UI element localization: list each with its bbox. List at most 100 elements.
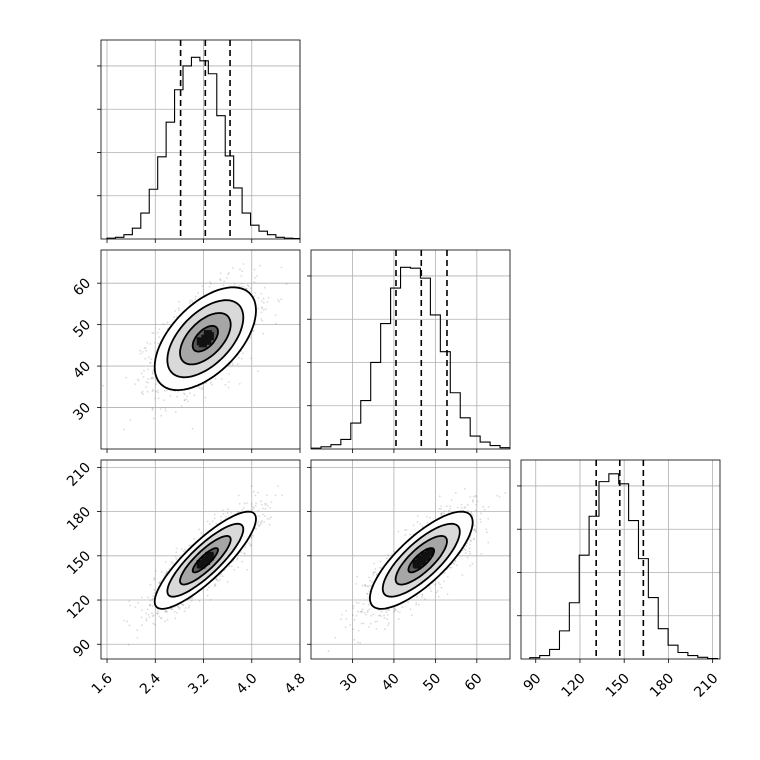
scatter-point (466, 542, 469, 545)
scatter-point (156, 332, 159, 334)
scatter-point (129, 604, 132, 607)
scatter-point (252, 330, 255, 332)
scatter-point (219, 272, 222, 275)
scatter-point (409, 533, 412, 536)
scatter-point (371, 581, 373, 584)
scatter-point (153, 578, 155, 581)
scatter-point (238, 284, 241, 287)
scatter-point (439, 507, 442, 510)
scatter-point (352, 614, 354, 617)
scatter-point (182, 604, 185, 606)
scatter-point (267, 296, 270, 299)
scatter-point (198, 600, 201, 602)
scatter-point (469, 564, 472, 567)
scatter-panel-p0-p1: 30 40 50 60 (70, 249, 301, 453)
scatter-point (469, 496, 472, 498)
scatter-point (206, 520, 209, 523)
scatter-point (368, 608, 371, 610)
contour-line (191, 547, 219, 574)
scatter-point (226, 511, 229, 514)
scatter-point (208, 523, 211, 525)
scatter-point (244, 546, 247, 549)
scatter-point (472, 495, 475, 498)
scatter-point (278, 300, 280, 303)
scatter-point (465, 545, 468, 547)
scatter-point (327, 650, 330, 653)
scatter-point (204, 396, 207, 399)
scatter-point (274, 494, 277, 497)
scatter-point (372, 572, 375, 574)
scatter-point (226, 508, 229, 511)
scatter-point (359, 642, 361, 644)
scatter-point (152, 332, 155, 334)
scatter-point (174, 411, 177, 413)
density-core-cell (205, 332, 214, 341)
scatter-point (386, 618, 389, 621)
xtick-label-p0: 4.0 (234, 671, 261, 698)
scatter-point (366, 585, 369, 588)
scatter-point (186, 395, 189, 398)
density-core-cell (198, 339, 207, 348)
scatter-point (189, 392, 191, 394)
scatter-point (152, 388, 154, 391)
panel-content (101, 460, 300, 659)
scatter-point (240, 282, 243, 285)
contour-line (368, 510, 474, 610)
scatter-point (429, 587, 431, 590)
scatter-point (440, 513, 442, 515)
scatter-point (394, 609, 396, 612)
density-core-cell (421, 552, 430, 561)
scatter-point (366, 611, 369, 614)
scatter-point (214, 377, 217, 380)
scatter-point (171, 562, 174, 565)
scatter-point (472, 538, 475, 540)
histogram-steps (529, 473, 719, 659)
scatter-point (356, 575, 359, 578)
scatter-point (123, 428, 125, 431)
scatter-point (238, 383, 241, 385)
scatter-point (412, 524, 415, 527)
scatter-point (487, 517, 490, 520)
scatter-point (147, 368, 149, 371)
scatter-point (201, 388, 203, 391)
scatter-point (230, 565, 233, 568)
scatter-point (385, 557, 388, 560)
scatter-point (182, 550, 185, 553)
scatter-point (163, 399, 166, 401)
histogram-frame (520, 459, 721, 660)
scatter-point (443, 510, 446, 512)
scatter-point (158, 328, 161, 331)
scatter-point (191, 300, 194, 302)
scatter-point (420, 596, 423, 599)
scatter-point (440, 586, 443, 589)
scatter-point (370, 585, 372, 587)
histogram-panel-p2 (517, 459, 721, 663)
scatter-point (261, 503, 263, 506)
scatter-point (226, 277, 228, 279)
scatter-point (260, 521, 263, 524)
scatter-point (142, 393, 145, 396)
scatter-point (349, 624, 352, 626)
scatter-point (447, 509, 450, 512)
scatter-point (466, 556, 469, 559)
scatter-point (456, 506, 459, 509)
scatter-point (219, 575, 221, 577)
ytick-label: 60 (70, 275, 94, 299)
scatter-point (160, 414, 163, 417)
scatter-point (169, 395, 172, 397)
scatter-point (480, 521, 482, 523)
scatter-point (213, 517, 216, 520)
xtick-label-p1: 60 (462, 671, 486, 695)
scatter-point (220, 515, 223, 518)
scatter-point (126, 620, 129, 623)
scatter-point (443, 580, 445, 583)
scatter-point (257, 509, 260, 512)
scatter-point (248, 542, 251, 544)
scatter-point (156, 391, 159, 394)
scatter-point (269, 506, 272, 509)
scatter-point (261, 319, 264, 322)
scatter-point (149, 361, 152, 364)
scatter-point (152, 417, 155, 420)
scatter-point (374, 571, 377, 573)
